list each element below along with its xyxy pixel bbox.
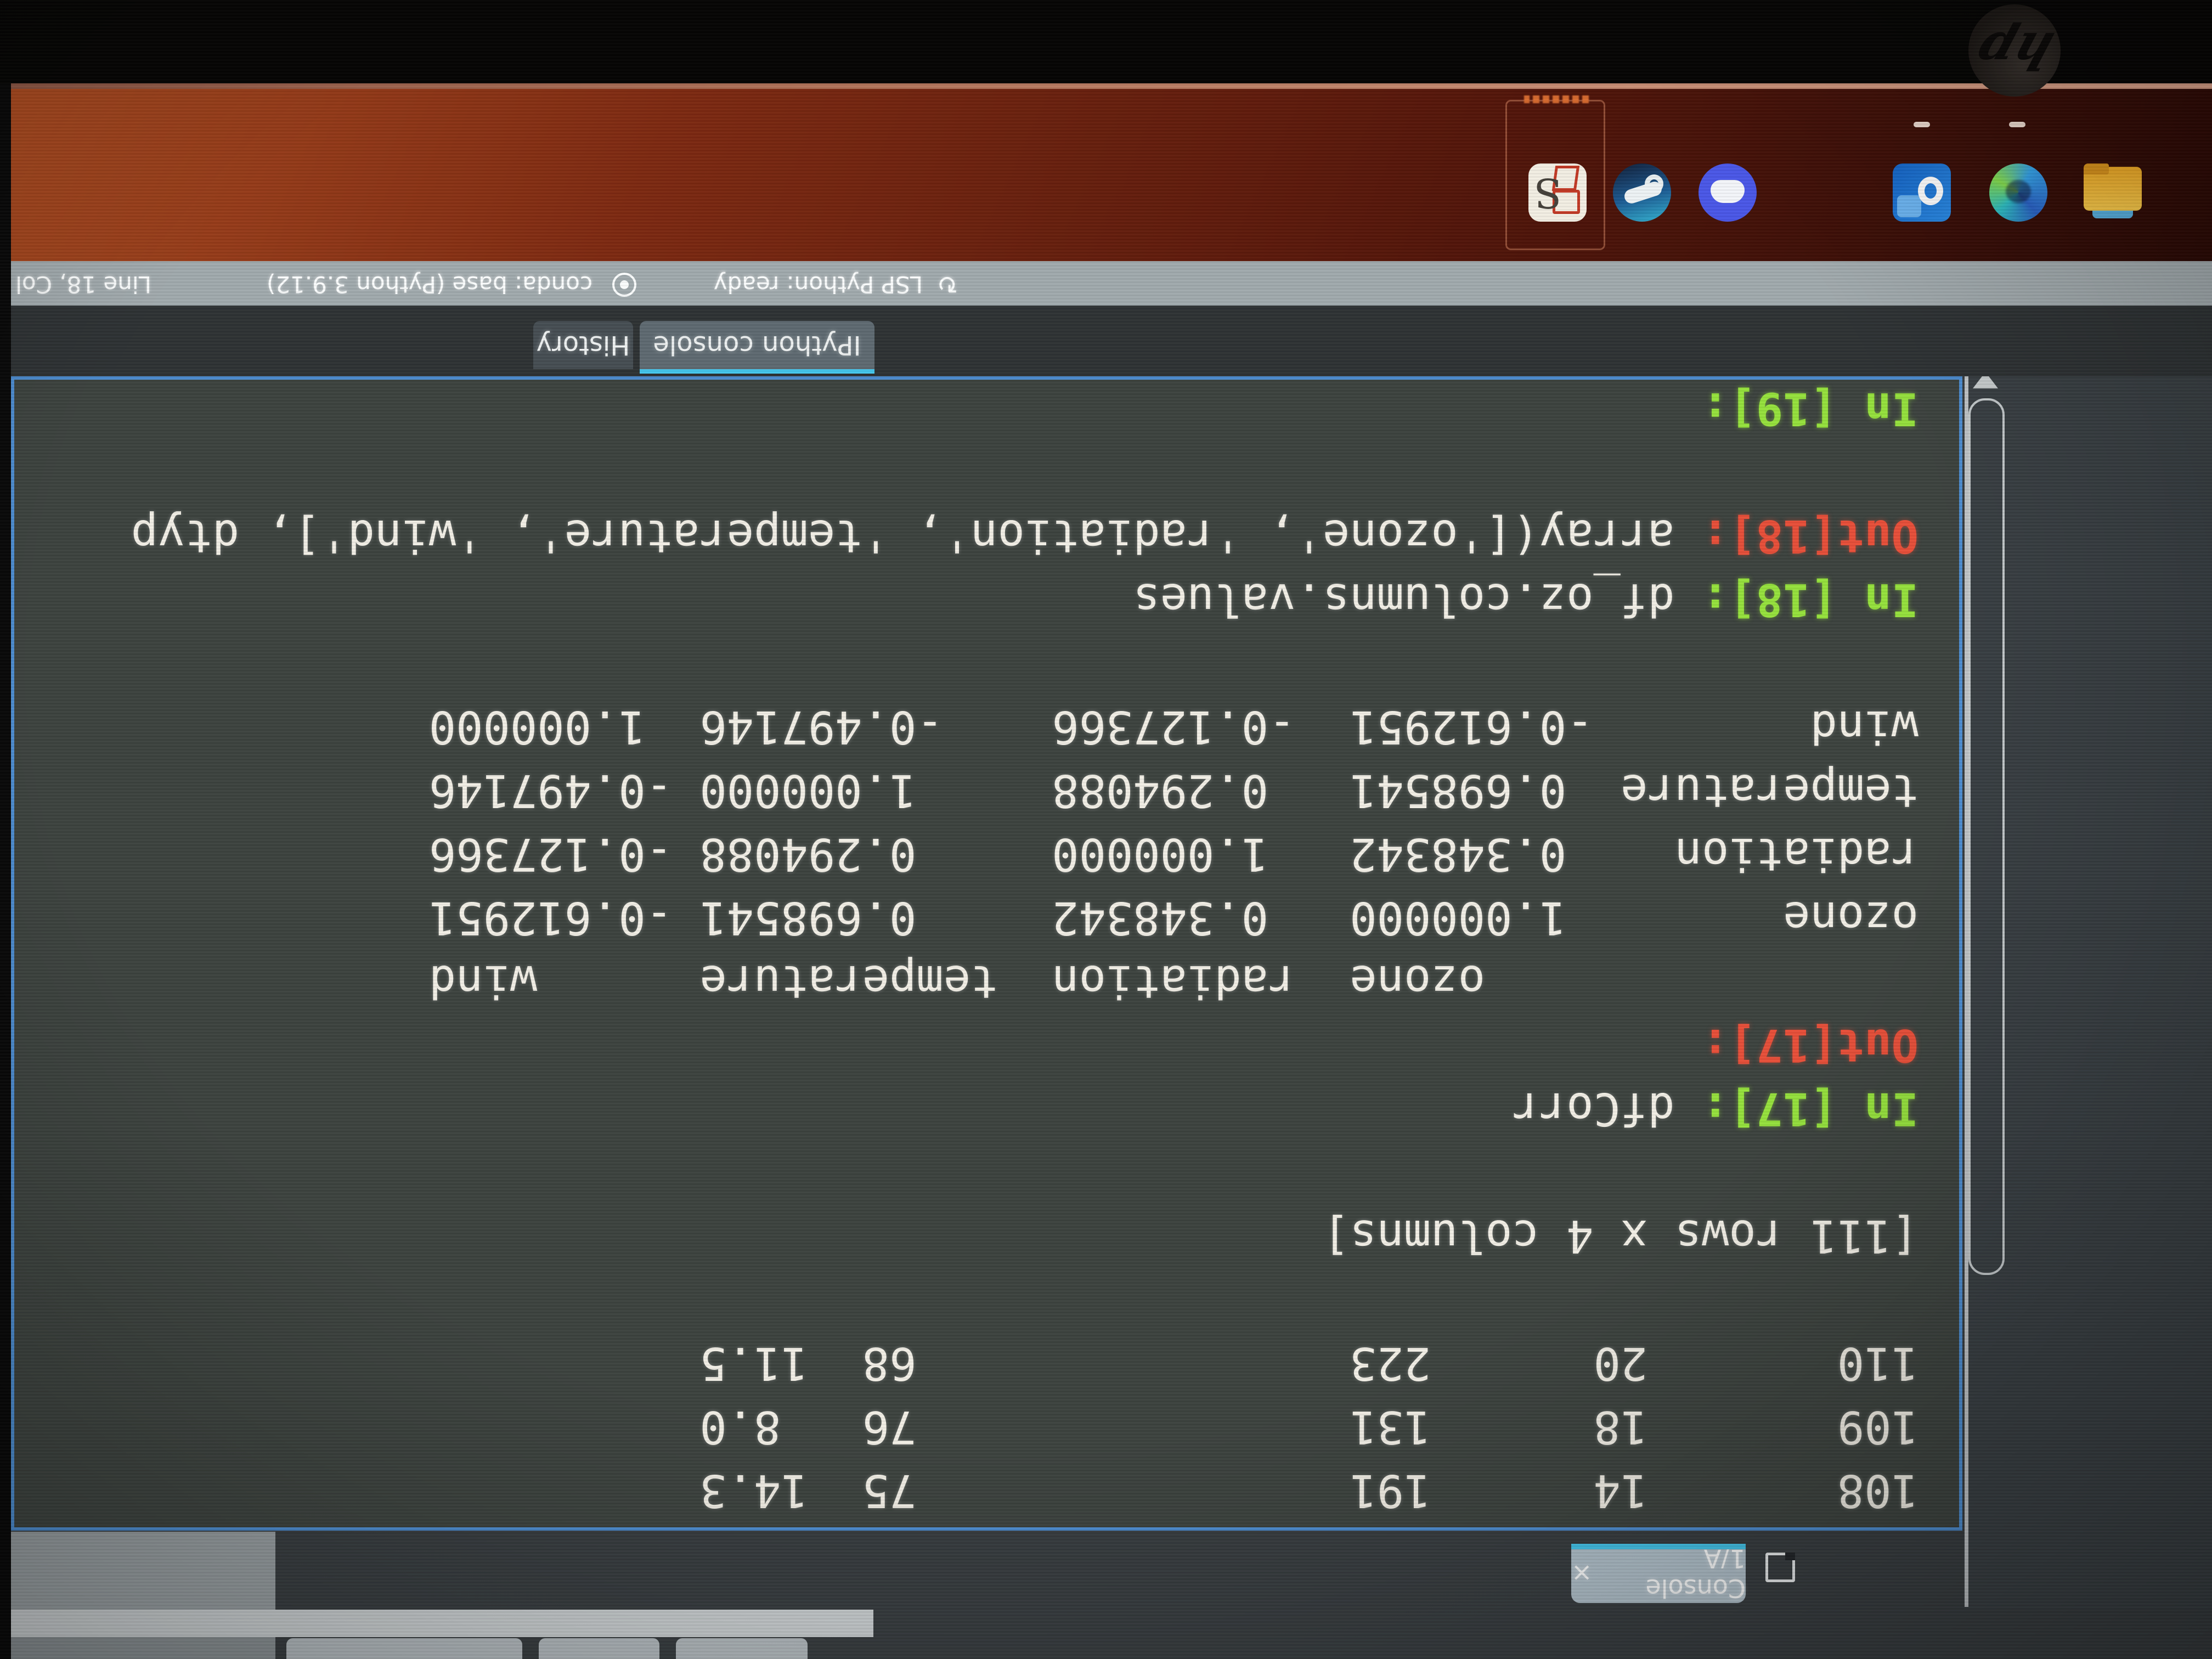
prompt-in: In [19]:: [1674, 382, 1918, 435]
tab-label: IPython console: [653, 330, 861, 360]
prompt-in: In [17]:: [1674, 1082, 1918, 1135]
console-text: 108 14 191 75 14.3: [699, 1464, 1918, 1516]
conda-env-icon: [612, 273, 636, 297]
console-line: ozone 1.000000 0.348342 0.698541 -0.6129…: [131, 885, 1918, 949]
console-tab-accent: [1571, 1544, 1746, 1549]
desktop-taskbar-area: S: [0, 83, 2212, 261]
prompt-out: Out[18]:: [1674, 510, 1918, 562]
status-bar: ↻ LSP Python: ready conda: base (Python …: [0, 261, 2212, 306]
console-text: radiation 0.348342 1.000000 0.294088 -0.…: [428, 828, 1918, 880]
prompt-in: In [18]:: [1674, 573, 1918, 625]
console-line: Out[17]:: [131, 1013, 1918, 1076]
console-text: array(['ozone', 'radiation', 'temperatur…: [131, 510, 1675, 562]
taskbar-badge-text-fragment: [1524, 95, 1589, 103]
cropped-pane-fragment: [0, 1637, 275, 1659]
tab-history[interactable]: History: [533, 321, 633, 374]
console-line: 110 20 223 68 11.5: [131, 1331, 1918, 1395]
console-line: In [17]: dfCorr: [131, 1076, 1918, 1140]
screen-edge-glow: [0, 83, 2212, 89]
discord-icon[interactable]: [1699, 163, 1757, 222]
hp-logo: hp: [1968, 4, 2061, 97]
outlook-ring: [1918, 177, 1943, 205]
console-line: temperature 0.698541 0.294088 1.000000 -…: [131, 758, 1918, 822]
console-text: ozone radiation temperature wind: [428, 955, 1918, 1007]
console-tab[interactable]: Console 1/A ×: [1571, 1544, 1746, 1603]
conda-status[interactable]: conda: base (Python 3.9.12): [266, 271, 592, 298]
laptop-bezel: hp: [0, 0, 2212, 97]
cropped-white-band-fragment: [0, 1610, 873, 1637]
console-text: dfCorr: [1512, 1082, 1675, 1135]
outlook-icon[interactable]: [1893, 163, 1951, 222]
bezel-side-edge: [0, 83, 11, 1659]
pane-tab-bar: IPython console History: [0, 306, 2212, 376]
console-line: 108 14 191 75 14.3: [131, 1458, 1918, 1522]
console-text: [111 rows x 4 columns]: [1322, 1210, 1918, 1262]
tab-label: History: [536, 330, 630, 360]
console-tab-label: Console 1/A: [1645, 1544, 1746, 1603]
console-line: Out[18]: array(['ozone', 'radiation', 't…: [131, 504, 1918, 567]
console-line: wind -0.612951 -0.127366 -0.497146 1.000…: [131, 695, 1918, 758]
running-indicator-dot: [2009, 122, 2025, 127]
edge-browser-icon[interactable]: [1989, 163, 2047, 222]
cropped-pane-toolbar-fragment: [0, 1532, 275, 1610]
lsp-status[interactable]: LSP Python: ready: [713, 271, 923, 298]
console-text: 109 18 131 76 8.0: [699, 1401, 1918, 1453]
file-explorer-tab: [2084, 163, 2109, 174]
ipython-console-pane[interactable]: 108 14 191 75 14.3 109 18 131 76 8.0 110 2…: [11, 376, 1962, 1531]
console-line: [131, 1140, 1918, 1204]
pane-splitter[interactable]: [1965, 307, 1968, 1607]
console-text: df_oz.columns.values: [1133, 573, 1675, 625]
console-line: In [18]: df_oz.columns.values: [131, 567, 1918, 631]
white-app-red-glyph-icon[interactable]: S: [1528, 163, 1587, 222]
spyder-window: Console 1/A × 108 14 191 75 14.3 109 18 1…: [0, 261, 2212, 1659]
console-text: wind -0.612951 -0.127366 -0.497146 1.000…: [428, 701, 1918, 753]
console-line: radiation 0.348342 1.000000 0.294088 -0.…: [131, 822, 1918, 885]
editor-scrollbar[interactable]: [1968, 398, 2005, 1275]
file-explorer-icon[interactable]: [2084, 163, 2142, 222]
running-indicator-dot: [1914, 122, 1930, 127]
console-line: [131, 631, 1918, 695]
close-icon[interactable]: ×: [1571, 1559, 1593, 1588]
console-text: temperature 0.698541 0.294088 1.000000 -…: [428, 764, 1918, 816]
console-line: [111 rows x 4 columns]: [131, 1204, 1918, 1267]
cursor-position-status: Line 18, Col: [15, 271, 151, 298]
console-line: 109 18 131 76 8.0: [131, 1395, 1918, 1458]
prompt-out: Out[17]:: [1702, 1019, 1918, 1071]
console-line: ozone radiation temperature wind: [131, 949, 1918, 1013]
outlook-highlight: [1897, 195, 1921, 217]
hp-logo-text: hp: [1968, 21, 2061, 80]
cropped-toolbar-button[interactable]: [286, 1638, 522, 1659]
steam-icon[interactable]: [1613, 163, 1671, 222]
console-text: ozone 1.000000 0.348342 0.698541 -0.6129…: [428, 891, 1918, 944]
s-glyph: S: [1534, 169, 1562, 216]
console-pane-icon: [1765, 1553, 1795, 1582]
console-line: [131, 440, 1918, 504]
console-output: 108 14 191 75 14.3 109 18 131 76 8.0 110 2…: [131, 376, 1918, 1522]
console-line: [131, 1267, 1918, 1331]
console-line: In [19]:: [131, 376, 1918, 440]
cropped-toolbar-button[interactable]: [539, 1638, 659, 1659]
console-text: 110 20 223 68 11.5: [699, 1337, 1918, 1389]
cropped-toolbar-button[interactable]: [676, 1638, 808, 1659]
tab-ipython-console[interactable]: IPython console: [640, 321, 874, 374]
lsp-refresh-icon: ↻: [936, 269, 958, 299]
